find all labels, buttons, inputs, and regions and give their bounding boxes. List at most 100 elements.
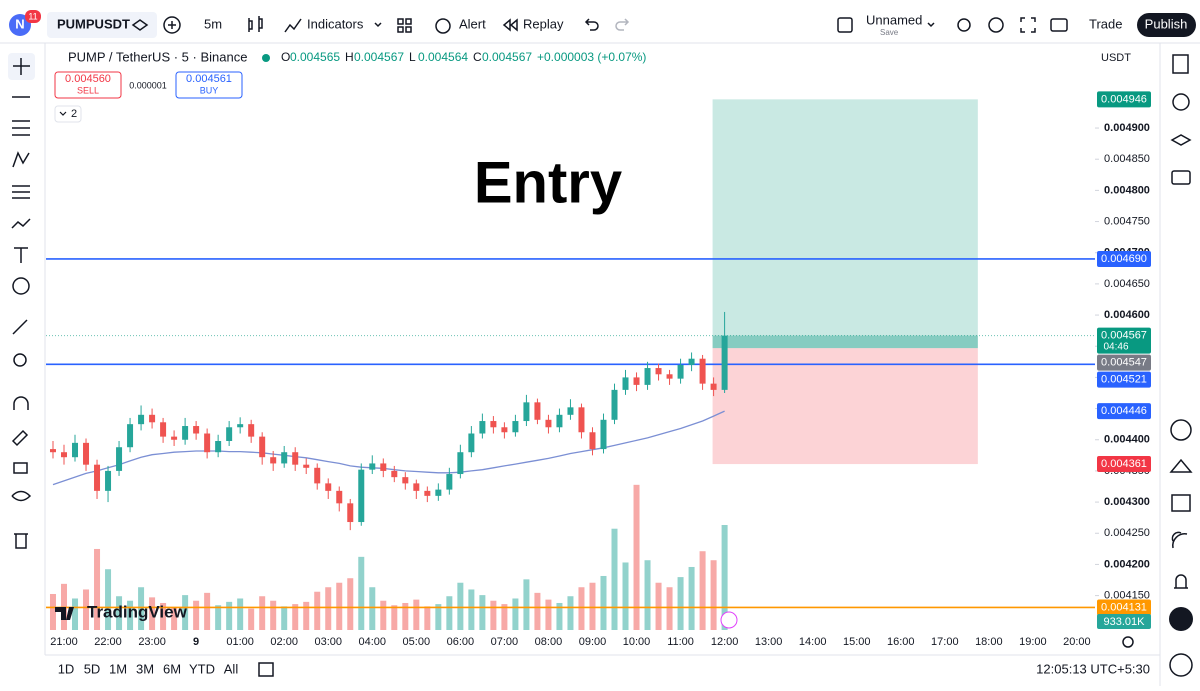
goto-date-icon[interactable] xyxy=(258,662,274,677)
magnet-tool[interactable] xyxy=(13,396,29,410)
candle-body xyxy=(567,407,574,415)
candle-body xyxy=(534,402,541,420)
checkbox[interactable] xyxy=(837,17,853,33)
y-tick-label: 0.004400 xyxy=(1104,434,1150,446)
candle-body xyxy=(105,470,112,491)
pattern-tool[interactable] xyxy=(12,151,30,168)
projection-tool[interactable] xyxy=(12,185,30,199)
replay[interactable]: Replay xyxy=(523,16,564,31)
alert-icon[interactable] xyxy=(435,18,451,34)
y-tick-label: 0.004900 xyxy=(1104,122,1150,134)
sell-label[interactable]: SELL xyxy=(77,85,99,95)
candle-body xyxy=(369,463,376,470)
volume-bar xyxy=(435,604,442,630)
publish-button[interactable] xyxy=(1137,13,1196,37)
axis-settings[interactable] xyxy=(1122,636,1134,648)
menu-icon[interactable] xyxy=(1169,607,1193,631)
avatar[interactable] xyxy=(9,14,31,36)
undo-icon[interactable] xyxy=(584,18,599,31)
brush-tool[interactable] xyxy=(11,218,31,229)
text-tool[interactable] xyxy=(14,247,28,263)
event-icon[interactable] xyxy=(720,611,738,629)
ohlc-value: 0.004567 xyxy=(482,50,532,64)
camera-icon[interactable] xyxy=(1050,18,1068,32)
templates-icon[interactable] xyxy=(397,18,412,33)
chart-type-icon[interactable] xyxy=(248,16,263,32)
chevron[interactable] xyxy=(374,22,382,28)
indicators-icon[interactable] xyxy=(284,18,302,33)
symbol-box[interactable] xyxy=(47,12,157,38)
x-tick-label: 18:00 xyxy=(975,636,1003,648)
x-tick-label: 9 xyxy=(193,636,199,648)
sell-price[interactable]: 0.004560 xyxy=(65,73,111,85)
indicators[interactable]: Indicators xyxy=(307,16,364,31)
ruler-tool[interactable] xyxy=(12,319,28,335)
ohlc-key: O xyxy=(281,50,290,64)
trade[interactable]: Trade xyxy=(1089,16,1122,31)
replay-icon[interactable] xyxy=(502,18,518,32)
search-icon[interactable] xyxy=(957,18,971,32)
x-tick-label: 20:00 xyxy=(1063,636,1091,648)
range-button[interactable]: 1M xyxy=(109,661,127,676)
candle-body xyxy=(336,490,343,504)
alerts-icon[interactable] xyxy=(1172,93,1190,111)
price-badge-label: 0.004567 xyxy=(1101,330,1147,342)
ideas-icon[interactable] xyxy=(1169,458,1193,473)
cursor-tool[interactable] xyxy=(13,58,30,75)
spread: 0.000001 xyxy=(129,80,167,90)
buy-button[interactable] xyxy=(175,71,243,99)
help-icon[interactable] xyxy=(1169,653,1193,677)
range-button[interactable]: 6M xyxy=(163,661,181,676)
buy-price[interactable]: 0.004561 xyxy=(186,73,232,85)
calendar-icon[interactable] xyxy=(1171,494,1191,512)
range-button[interactable]: All xyxy=(224,661,239,676)
fullscreen-icon[interactable] xyxy=(1020,17,1036,33)
zoom-tool[interactable] xyxy=(13,353,27,367)
volume-bar xyxy=(182,595,189,630)
countdown: 04:46 xyxy=(1103,341,1128,352)
bell-icon[interactable] xyxy=(1174,574,1188,589)
brand: TradingView xyxy=(87,602,188,621)
buy-label[interactable]: BUY xyxy=(200,85,219,95)
symbol[interactable]: PUMPUSDT xyxy=(57,16,130,31)
save[interactable]: Save xyxy=(880,28,899,37)
volume-bar xyxy=(83,589,90,630)
redo-icon[interactable] xyxy=(615,18,630,31)
layers-icon[interactable] xyxy=(1170,134,1192,146)
range-button[interactable]: YTD xyxy=(189,661,215,676)
target-icon[interactable] xyxy=(1170,419,1192,441)
volume-bar xyxy=(160,602,167,630)
publish[interactable]: Publish xyxy=(1145,16,1188,31)
x-tick-label: 19:00 xyxy=(1019,636,1047,648)
y-tick-label: 0.004800 xyxy=(1104,184,1150,196)
settings-icon[interactable] xyxy=(988,17,1004,33)
collapse-count[interactable]: 2 xyxy=(71,108,77,120)
draw-mode[interactable] xyxy=(11,429,29,447)
watchlist-icon[interactable] xyxy=(1172,54,1189,74)
icon-tool[interactable] xyxy=(12,277,30,295)
interval[interactable]: 5m xyxy=(204,16,222,31)
legend-title: PUMP / TetherUS · 5 · Binance xyxy=(68,49,247,64)
eye-icon[interactable] xyxy=(131,19,149,31)
candle-body xyxy=(83,442,90,465)
chat-icon[interactable] xyxy=(1171,170,1191,185)
lock-tool[interactable] xyxy=(13,462,28,474)
range-button[interactable]: 1D xyxy=(58,661,75,676)
delete-tool[interactable] xyxy=(14,533,28,549)
candle-body xyxy=(347,503,354,523)
range-button[interactable]: 3M xyxy=(136,661,154,676)
fib-tool[interactable] xyxy=(12,120,30,136)
x-tick-label: 17:00 xyxy=(931,636,959,648)
add-icon[interactable] xyxy=(163,16,181,34)
sell-button[interactable] xyxy=(54,71,122,99)
currency[interactable]: USDT xyxy=(1101,52,1131,64)
alert[interactable]: Alert xyxy=(459,16,486,31)
candle-body xyxy=(391,470,398,478)
visibility-tool[interactable] xyxy=(11,490,32,502)
volume-bar xyxy=(215,605,222,630)
range-button[interactable]: 5D xyxy=(84,661,101,676)
layout-name[interactable]: Unnamed xyxy=(866,12,922,27)
collapse-button[interactable] xyxy=(54,105,82,123)
stream-icon[interactable] xyxy=(1171,531,1188,549)
chevron[interactable] xyxy=(927,22,935,28)
